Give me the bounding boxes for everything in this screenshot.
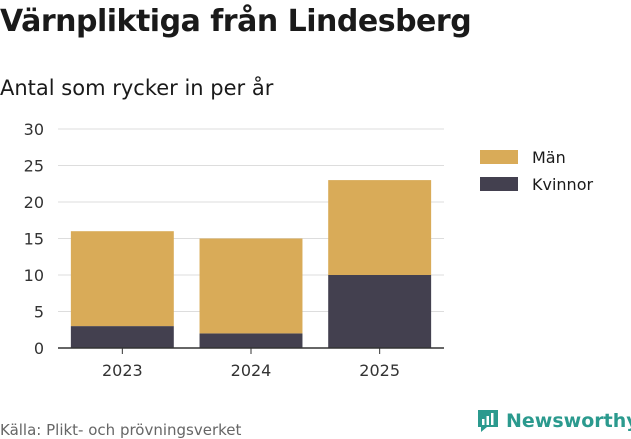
- bar-man-2023: [70, 231, 174, 327]
- bar-kvinnor-2025: [328, 275, 432, 348]
- bar-kvinnor-2024: [199, 333, 303, 348]
- bar-man-2025: [328, 180, 432, 275]
- y-tick-label: 25: [24, 157, 44, 176]
- y-tick-label: 0: [34, 339, 44, 358]
- x-tick-label: 2023: [102, 361, 143, 380]
- chart-title: Värnpliktiga från Lindesberg: [0, 4, 472, 39]
- legend-label-kvinnor: Kvinnor: [532, 175, 593, 194]
- x-tick-label: 2024: [231, 361, 272, 380]
- newsworthy-logo-icon: [478, 410, 498, 432]
- brand-logo[interactable]: Newsworthy: [476, 408, 631, 434]
- source-note: Källa: Plikt- och prövningsverket: [0, 421, 242, 439]
- y-tick-label: 30: [24, 120, 44, 139]
- bar-kvinnor-2023: [70, 326, 174, 348]
- y-tick-label: 20: [24, 193, 44, 212]
- legend-swatch-man: [480, 150, 518, 164]
- y-tick-label: 10: [24, 266, 44, 285]
- brand-name: Newsworthy: [506, 410, 631, 432]
- y-tick-label: 5: [34, 303, 44, 322]
- legend-swatch-kvinnor: [480, 177, 518, 191]
- legend-label-man: Män: [532, 148, 566, 167]
- x-tick-label: 2025: [359, 361, 400, 380]
- chart-subtitle: Antal som rycker in per år: [0, 76, 274, 100]
- bar-man-2024: [199, 238, 303, 334]
- y-tick-label: 15: [24, 230, 44, 249]
